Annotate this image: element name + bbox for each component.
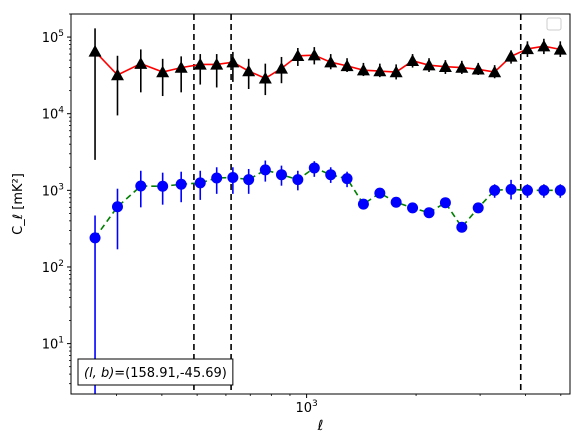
point-0-4 (174, 61, 188, 73)
point-0-20 (438, 60, 452, 72)
point-1-9 (259, 164, 271, 176)
point-0-3 (156, 65, 170, 78)
point-1-19 (423, 207, 435, 219)
axes-frame (70, 13, 571, 395)
annotation-prefix: (l, b) (84, 366, 114, 381)
point-0-12 (307, 48, 321, 61)
point-0-24 (504, 49, 518, 62)
point-1-6 (211, 172, 223, 184)
point-0-26 (537, 39, 551, 52)
series-1 (89, 160, 566, 394)
point-1-1 (111, 201, 123, 213)
annotation-text: (l, b)=(158.91,-45.69) (84, 366, 227, 381)
point-1-7 (227, 172, 239, 184)
y-tick-label-1: 102 (42, 259, 64, 276)
point-1-16 (374, 187, 386, 199)
point-0-9 (258, 71, 272, 84)
point-0-19 (422, 58, 436, 71)
point-1-3 (157, 180, 169, 192)
point-1-15 (357, 198, 369, 210)
point-0-5 (193, 57, 207, 70)
point-1-20 (439, 197, 451, 209)
point-0-15 (356, 63, 370, 76)
point-1-10 (275, 169, 287, 181)
point-0-6 (210, 57, 224, 70)
point-1-17 (390, 196, 402, 208)
y-axis-label: C_ℓ [mK²] (11, 173, 26, 235)
y-tick-label-4: 105 (42, 29, 64, 46)
point-1-25 (521, 184, 533, 196)
point-0-2 (134, 57, 148, 69)
point-0-22 (471, 62, 485, 75)
data-layer (88, 14, 567, 394)
point-0-11 (291, 49, 305, 61)
point-1-26 (538, 184, 550, 196)
series-1-line (94, 166, 561, 239)
series-0-line (94, 45, 561, 80)
point-1-5 (194, 177, 206, 189)
point-1-4 (175, 178, 187, 190)
point-0-13 (324, 55, 338, 68)
point-1-12 (308, 162, 320, 174)
point-0-25 (520, 42, 534, 55)
point-1-8 (243, 174, 255, 186)
plot-area (88, 14, 567, 394)
x-tick-label-0: 103 (295, 399, 317, 416)
point-1-11 (292, 174, 304, 186)
legend-box (546, 17, 562, 31)
point-1-24 (505, 183, 517, 195)
point-1-22 (472, 202, 484, 214)
point-1-0 (89, 232, 101, 244)
point-0-0 (88, 44, 102, 57)
point-1-18 (407, 202, 419, 214)
point-0-7 (226, 55, 240, 68)
point-0-18 (406, 54, 420, 67)
annotation-value: =(158.91,-45.69) (114, 366, 227, 381)
point-0-27 (553, 42, 567, 55)
x-axis-label: ℓ (317, 418, 324, 434)
y-tick-label-3: 104 (42, 106, 65, 123)
y-tick-label-0: 101 (42, 336, 64, 353)
point-0-21 (455, 61, 469, 73)
point-0-10 (274, 61, 288, 74)
point-1-14 (341, 173, 353, 185)
point-0-23 (488, 65, 502, 78)
point-0-14 (340, 59, 354, 72)
point-1-21 (456, 221, 468, 233)
point-1-23 (489, 184, 501, 196)
point-0-1 (110, 68, 124, 81)
point-1-13 (325, 169, 337, 181)
y-tick-label-2: 103 (42, 182, 64, 199)
point-0-16 (373, 64, 387, 77)
point-0-17 (389, 65, 403, 78)
point-1-27 (554, 184, 566, 196)
point-0-8 (242, 64, 256, 77)
annotation-box: (l, b)=(158.91,-45.69) (77, 358, 234, 386)
series-0 (88, 28, 567, 160)
point-1-2 (135, 180, 147, 192)
